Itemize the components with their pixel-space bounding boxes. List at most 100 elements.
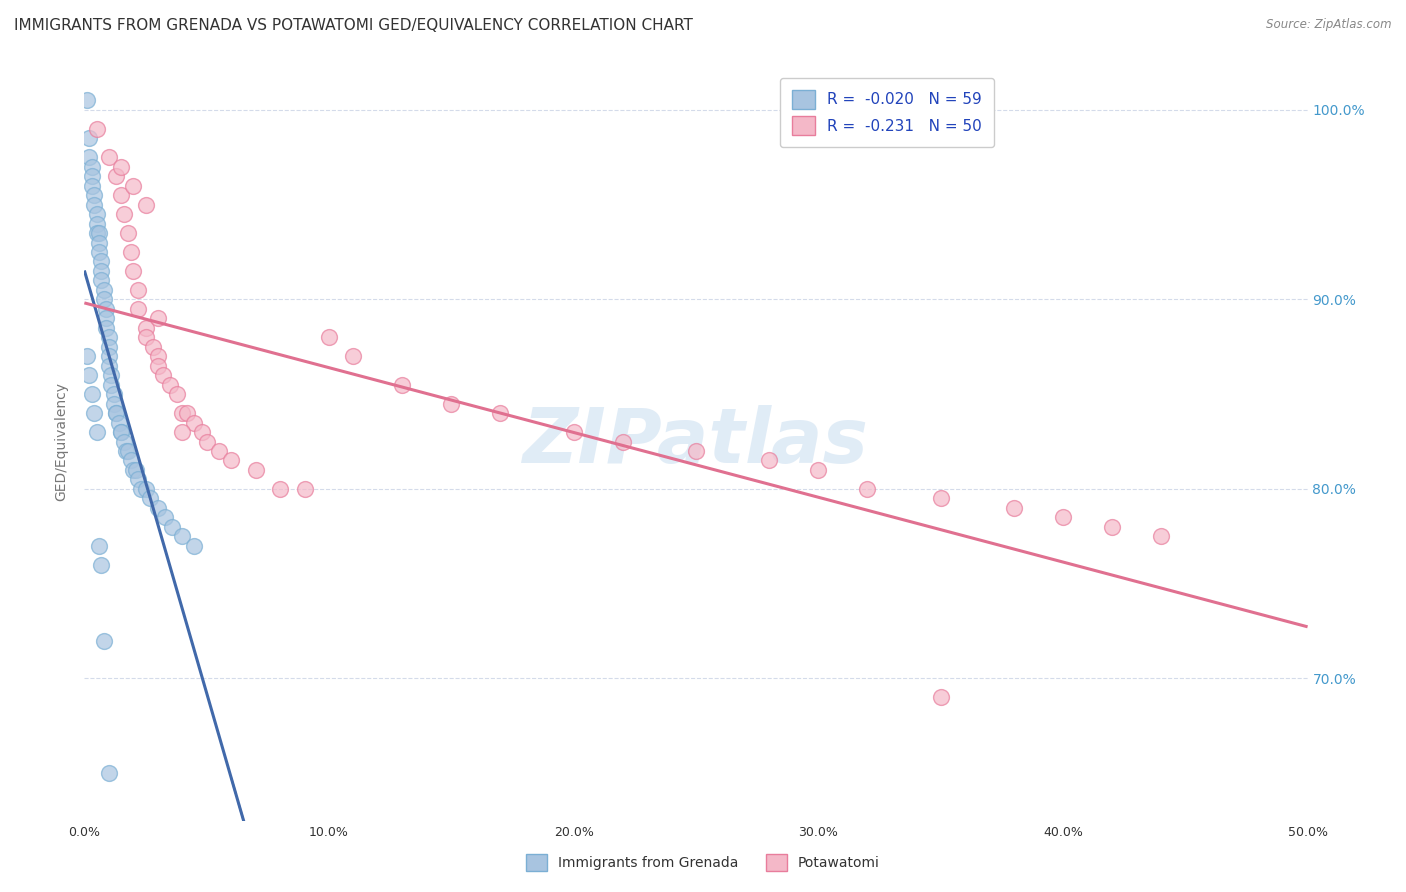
- Point: [146, 349, 169, 363]
- Point: [86, 217, 108, 231]
- Point: [96, 320, 118, 334]
- Point: [80, 178, 103, 193]
- Point: [245, 463, 267, 477]
- Point: [135, 482, 157, 496]
- Point: [96, 301, 118, 316]
- Point: [162, 520, 184, 534]
- Point: [77, 368, 100, 383]
- Point: [1002, 500, 1025, 515]
- Point: [122, 463, 145, 477]
- Point: [86, 121, 108, 136]
- Point: [105, 406, 128, 420]
- Point: [159, 377, 181, 392]
- Point: [142, 340, 165, 354]
- Point: [97, 349, 120, 363]
- Point: [86, 226, 108, 240]
- Point: [127, 301, 149, 316]
- Point: [77, 150, 100, 164]
- Point: [112, 434, 135, 449]
- Point: [80, 387, 103, 401]
- Point: [929, 690, 952, 705]
- Point: [90, 558, 112, 572]
- Point: [807, 463, 830, 477]
- Point: [90, 254, 112, 268]
- Point: [117, 444, 139, 458]
- Point: [208, 444, 231, 458]
- Point: [87, 235, 110, 250]
- Point: [135, 320, 157, 334]
- Point: [135, 197, 157, 211]
- Point: [87, 539, 110, 553]
- Point: [562, 425, 585, 439]
- Point: [176, 406, 198, 420]
- Point: [269, 482, 291, 496]
- Y-axis label: GED/Equivalency: GED/Equivalency: [55, 382, 69, 501]
- Point: [93, 283, 115, 297]
- Point: [127, 472, 149, 486]
- Point: [172, 406, 194, 420]
- Point: [294, 482, 316, 496]
- Point: [86, 425, 108, 439]
- Point: [153, 510, 176, 524]
- Point: [97, 330, 120, 344]
- Point: [1052, 510, 1074, 524]
- Point: [122, 264, 145, 278]
- Point: [440, 396, 463, 410]
- Point: [80, 160, 103, 174]
- Point: [929, 491, 952, 506]
- Point: [86, 207, 108, 221]
- Text: Source: ZipAtlas.com: Source: ZipAtlas.com: [1267, 18, 1392, 31]
- Point: [105, 406, 128, 420]
- Text: ZIPatlas: ZIPatlas: [523, 405, 869, 478]
- Point: [96, 311, 118, 326]
- Point: [1150, 529, 1173, 543]
- Point: [166, 387, 188, 401]
- Point: [183, 539, 205, 553]
- Point: [97, 766, 120, 780]
- Text: IMMIGRANTS FROM GRENADA VS POTAWATOMI GED/EQUIVALENCY CORRELATION CHART: IMMIGRANTS FROM GRENADA VS POTAWATOMI GE…: [14, 18, 693, 33]
- Point: [90, 273, 112, 287]
- Point: [115, 444, 138, 458]
- Point: [76, 94, 98, 108]
- Point: [139, 491, 162, 506]
- Point: [219, 453, 242, 467]
- Point: [87, 226, 110, 240]
- Point: [90, 264, 112, 278]
- Point: [146, 359, 169, 373]
- Point: [97, 359, 120, 373]
- Point: [391, 377, 413, 392]
- Point: [110, 160, 132, 174]
- Legend: R =  -0.020   N = 59, R =  -0.231   N = 50: R = -0.020 N = 59, R = -0.231 N = 50: [780, 78, 994, 147]
- Point: [77, 131, 100, 145]
- Point: [129, 482, 152, 496]
- Point: [146, 500, 169, 515]
- Point: [183, 416, 205, 430]
- Point: [100, 368, 122, 383]
- Point: [87, 244, 110, 259]
- Point: [856, 482, 879, 496]
- Point: [127, 283, 149, 297]
- Point: [100, 377, 122, 392]
- Point: [172, 425, 194, 439]
- Point: [122, 178, 145, 193]
- Point: [318, 330, 340, 344]
- Point: [76, 349, 98, 363]
- Point: [103, 396, 125, 410]
- Point: [146, 311, 169, 326]
- Point: [120, 244, 142, 259]
- Point: [97, 340, 120, 354]
- Point: [83, 197, 105, 211]
- Point: [110, 425, 132, 439]
- Point: [93, 293, 115, 307]
- Point: [191, 425, 214, 439]
- Point: [125, 463, 148, 477]
- Point: [172, 529, 194, 543]
- Point: [342, 349, 364, 363]
- Point: [105, 169, 128, 183]
- Point: [112, 207, 135, 221]
- Point: [110, 425, 132, 439]
- Point: [110, 188, 132, 202]
- Point: [103, 387, 125, 401]
- Legend: Immigrants from Grenada, Potawatomi: Immigrants from Grenada, Potawatomi: [520, 848, 886, 876]
- Point: [97, 150, 120, 164]
